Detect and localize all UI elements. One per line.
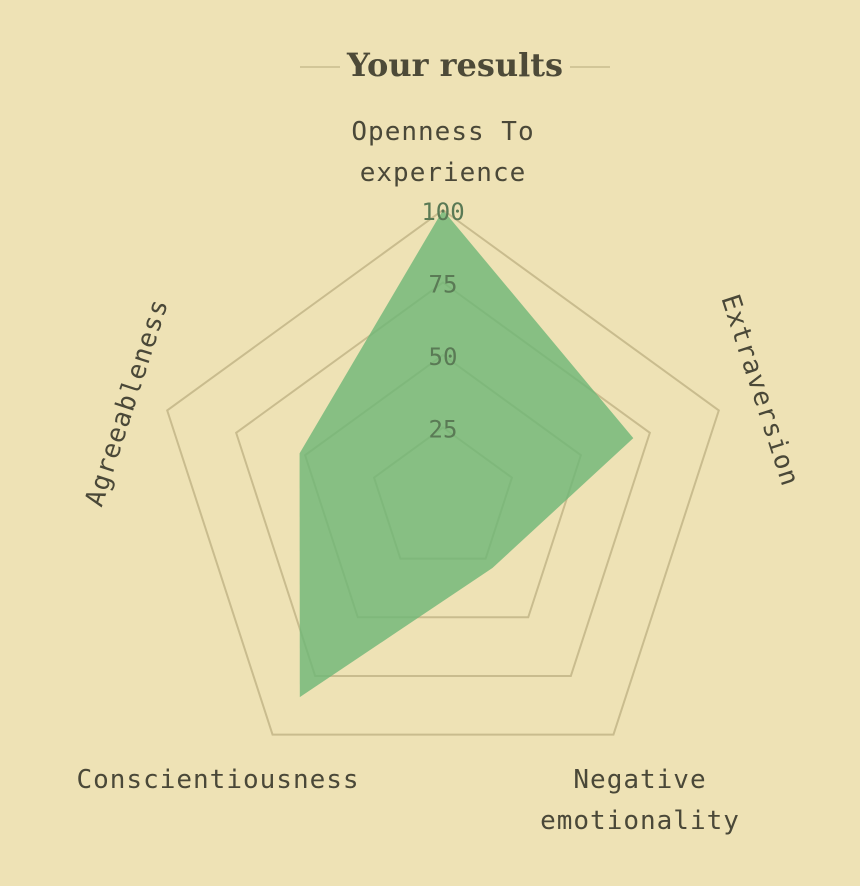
axis-label-line: Negative <box>573 765 706 795</box>
tick-label-100: 100 <box>421 198 464 226</box>
axis-label-0: Openness To experience <box>351 117 534 188</box>
axis-label-line: Openness To <box>351 117 534 147</box>
axis-label-1: Extraversion <box>714 291 804 490</box>
axis-label-4: Agreeableness <box>80 295 175 510</box>
axis-label-line: emotionality <box>540 806 740 836</box>
chart-title: Your results <box>346 46 563 84</box>
axis-label-line: Extraversion <box>714 291 804 490</box>
axis-label-line: experience <box>360 158 527 188</box>
axis-label-2: Negative emotionality <box>540 765 740 836</box>
tick-label-75: 75 <box>429 271 458 299</box>
grid-ring-100 <box>166 208 720 736</box>
tick-label-25: 25 <box>429 416 458 444</box>
series-area <box>299 210 634 698</box>
grid-ring-75 <box>234 281 652 677</box>
tick-label-50: 50 <box>429 343 458 371</box>
axis-label-line: Agreeableness <box>80 295 175 510</box>
axis-label-3: Conscientiousness <box>76 765 359 795</box>
axis-label-line: Conscientiousness <box>76 765 359 795</box>
